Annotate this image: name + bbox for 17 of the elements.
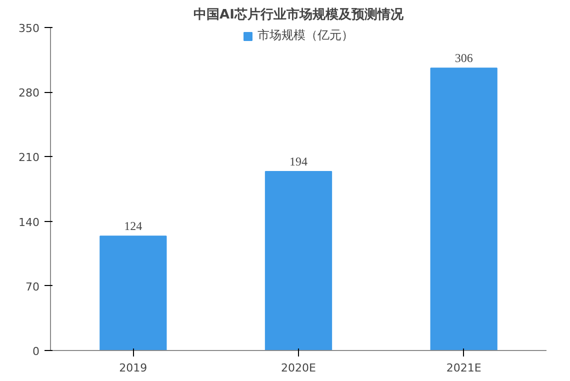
y-tick-label: 350 xyxy=(18,22,40,35)
x-tick-label: 2020E xyxy=(281,362,316,374)
x-tick-label: 2021E xyxy=(446,362,482,374)
data-label: 194 xyxy=(290,154,308,168)
bar xyxy=(430,68,498,350)
x-tick-label: 2019 xyxy=(119,362,148,374)
chart-title: 中国AI芯片行业市场规模及预测情况 xyxy=(194,6,404,22)
y-tick-label: 210 xyxy=(18,151,40,164)
legend-label: 市场规模（亿元） xyxy=(258,27,354,44)
data-label: 124 xyxy=(124,219,142,234)
bar xyxy=(264,170,332,350)
bar xyxy=(100,236,167,350)
y-tick-label: 140 xyxy=(18,216,40,229)
y-tick-label: 280 xyxy=(18,86,40,100)
y-tick-label: 0 xyxy=(32,345,40,358)
y-tick-label: 70 xyxy=(26,280,40,294)
data-label: 306 xyxy=(454,51,473,66)
